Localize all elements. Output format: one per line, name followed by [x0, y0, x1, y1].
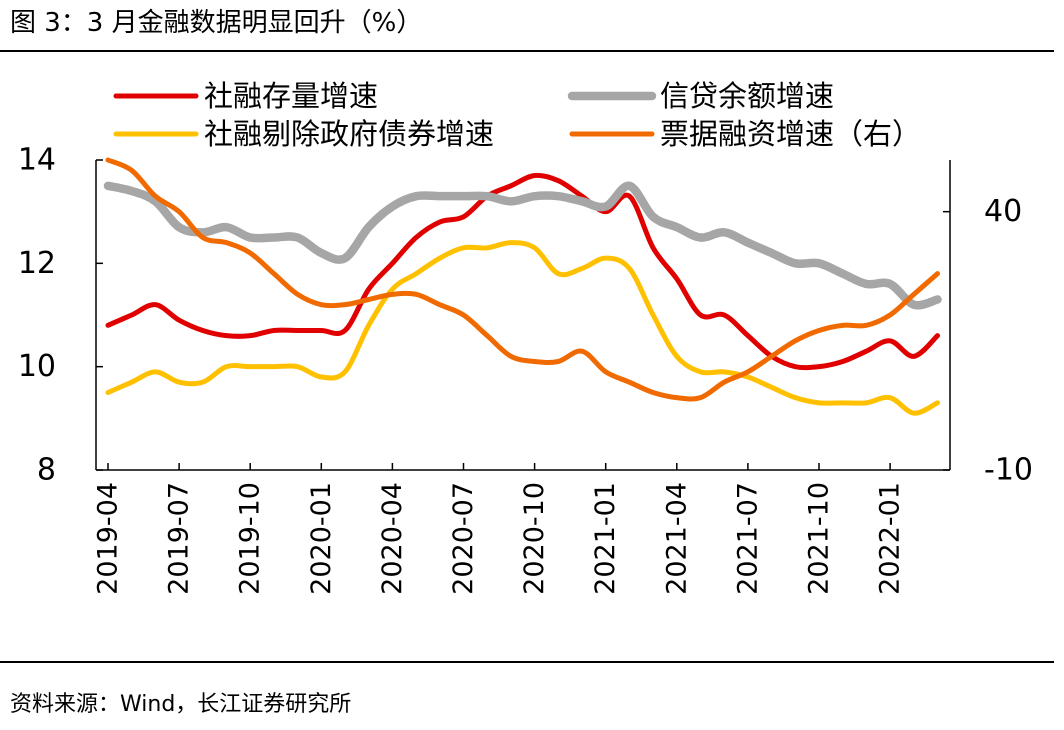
series-lines: [103, 157, 942, 416]
title-divider: [0, 50, 1054, 52]
legend-label: 信贷余额增速: [660, 79, 834, 113]
series-line: [105, 172, 940, 371]
left-tick-label: 8: [37, 453, 56, 488]
axes: [95, 159, 951, 471]
x-tick-label: 2021-07: [732, 482, 763, 595]
legend-label: 票据融资增速（右）: [660, 117, 921, 151]
right-tick-label: -10: [984, 453, 1033, 488]
x-tick-label: 2021-01: [590, 482, 621, 595]
x-tick-label: 2019-10: [235, 482, 266, 595]
left-tick-label: 12: [18, 246, 56, 281]
right-tick-label: 40: [984, 194, 1022, 229]
x-tick-label: 2020-01: [306, 482, 337, 595]
left-tick-label: 10: [18, 349, 56, 384]
x-tick-label: 2022-01: [875, 482, 906, 595]
source-note: 资料来源：Wind，长江证券研究所: [10, 692, 352, 717]
series-line: [105, 240, 940, 416]
x-tick-label: 2020-04: [377, 482, 408, 595]
x-tick-label: 2020-07: [448, 482, 479, 595]
source-divider: [0, 661, 1054, 663]
x-tick-label: 2021-10: [804, 482, 835, 595]
legend-label: 社融存量增速: [204, 79, 378, 113]
tick-labels: 8 10 12 14 -10 40 2019-04 2019-07 2019-10 2020-01…: [18, 143, 1033, 595]
series-line: [103, 181, 942, 310]
x-tick-label: 2019-04: [93, 482, 124, 595]
legend-label: 社融剔除政府债券增速: [204, 117, 494, 151]
x-tick-label: 2021-04: [661, 482, 692, 595]
left-tick-label: 14: [18, 143, 56, 178]
page-title: 图 3：3 月金融数据明显回升（%）: [10, 8, 423, 38]
series-line: [105, 157, 940, 402]
x-tick-label: 2020-10: [519, 482, 550, 595]
x-tick-label: 2019-07: [164, 482, 195, 595]
